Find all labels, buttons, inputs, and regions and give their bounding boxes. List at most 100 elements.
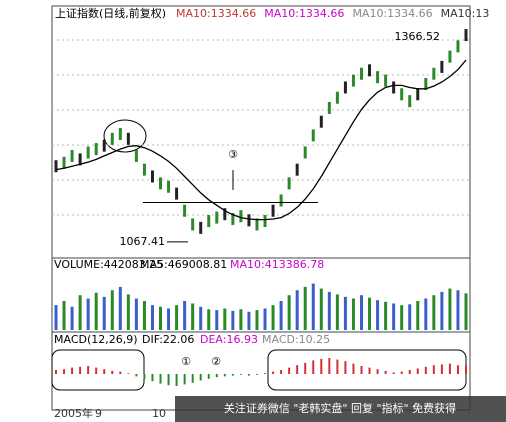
volume-bar xyxy=(86,298,90,330)
price-bar xyxy=(464,29,468,42)
macd-bar xyxy=(231,374,234,376)
macd-bar xyxy=(207,374,210,379)
macd-bar xyxy=(376,369,379,374)
price-bar xyxy=(295,163,299,176)
price-bar xyxy=(110,132,114,145)
price-bar xyxy=(392,81,396,94)
volume-bar xyxy=(54,305,58,330)
volume-bar xyxy=(392,303,396,330)
frame xyxy=(51,5,471,411)
macd-bar xyxy=(95,367,98,374)
price-bar xyxy=(191,218,195,231)
volume-bar xyxy=(78,295,82,330)
macd-bar xyxy=(312,360,315,374)
volume-bar xyxy=(102,296,106,330)
macd-bar xyxy=(247,374,250,376)
price-bar xyxy=(62,156,66,169)
low-label: 1067.41 xyxy=(120,235,166,248)
volume-bar xyxy=(359,295,363,330)
price-bar xyxy=(215,211,219,224)
volume-bar xyxy=(416,301,420,330)
price-bar xyxy=(159,177,163,190)
x-label: 2005年 xyxy=(54,406,93,420)
price-bar xyxy=(263,215,267,228)
macd-bar xyxy=(167,374,170,386)
volume-bar xyxy=(126,294,130,330)
price-bar xyxy=(416,88,420,101)
price-bar xyxy=(126,132,130,145)
volume-bar xyxy=(215,310,219,330)
price-bar xyxy=(54,160,58,173)
macd-bar xyxy=(432,365,435,374)
macd-bar xyxy=(328,358,331,374)
macd-bar xyxy=(264,373,267,374)
macd-bar xyxy=(215,374,218,378)
volume-bar xyxy=(400,305,404,330)
volume-bar xyxy=(448,288,452,330)
x-label: 9 xyxy=(95,407,102,420)
chart-title: 上证指数(日线,前复权) xyxy=(55,6,166,20)
macd-bar xyxy=(159,374,162,384)
price-bar xyxy=(279,194,283,207)
price-bar xyxy=(134,149,138,162)
volume-bar xyxy=(271,305,275,330)
macd-bar xyxy=(424,366,427,374)
macd-bar xyxy=(384,370,387,374)
macd-bar xyxy=(400,371,403,374)
volume-bar xyxy=(327,291,331,330)
macd-bar xyxy=(288,367,291,374)
volume-bar xyxy=(175,305,179,330)
volume-bar xyxy=(150,305,154,330)
price-bar xyxy=(432,67,436,80)
price-bar xyxy=(335,91,339,104)
volume-bar xyxy=(223,308,227,330)
price-bar xyxy=(343,81,347,94)
macd-bar xyxy=(465,365,467,374)
price-bar xyxy=(400,88,404,101)
price-bar xyxy=(118,128,122,141)
volume-bar xyxy=(424,298,428,330)
macd-bar xyxy=(360,366,363,374)
price-bar xyxy=(150,170,154,183)
price-bar xyxy=(86,146,90,159)
macd-bar xyxy=(175,374,178,386)
price-bar xyxy=(376,71,380,84)
macd-bar xyxy=(296,365,299,374)
price-bar xyxy=(368,64,372,77)
macd-bar xyxy=(368,367,371,374)
price-bar xyxy=(231,212,235,225)
price-bar xyxy=(247,214,251,227)
note: ② xyxy=(211,355,221,368)
macd-bar xyxy=(183,374,186,385)
macd-bar xyxy=(135,374,138,377)
volume-bar xyxy=(303,286,307,330)
macd-bar xyxy=(127,373,130,374)
macd-bar xyxy=(119,371,122,374)
price-bar xyxy=(303,146,307,159)
volume-bar xyxy=(239,309,243,330)
macd-bar xyxy=(103,369,106,374)
price-bar xyxy=(167,180,171,193)
high-label: 1366.52 xyxy=(395,30,441,43)
legend-entry: MACD(12,26,9) xyxy=(54,333,138,346)
volume-bar xyxy=(70,306,74,330)
volume-bar xyxy=(319,288,323,330)
macd-bar xyxy=(440,364,443,374)
price-bar xyxy=(175,187,179,200)
volume-bar xyxy=(376,300,380,330)
macd-bar xyxy=(79,366,82,374)
legend-entry: VOLUME:442083.25 xyxy=(54,258,163,271)
volume-bar xyxy=(343,296,347,330)
macd-bar xyxy=(255,374,258,375)
volume-bar xyxy=(142,301,146,330)
volume-bar xyxy=(247,311,251,330)
price-bar xyxy=(70,149,74,162)
volume-bar xyxy=(311,283,315,330)
price-bar xyxy=(255,218,259,231)
peak-circle xyxy=(103,119,147,153)
volume-bar xyxy=(287,295,291,330)
macd-bar xyxy=(280,370,283,374)
macd-bar xyxy=(199,374,202,381)
volume-bar xyxy=(351,298,355,330)
price-bar xyxy=(207,215,211,228)
